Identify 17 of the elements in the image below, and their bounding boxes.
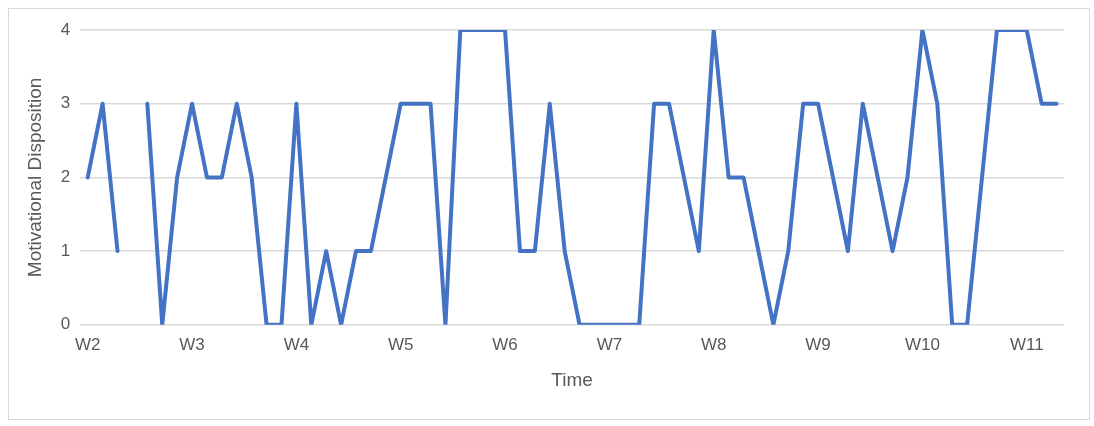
y-axis-title: Motivational Disposition [23,77,45,278]
x-tick-label: W8 [700,334,727,354]
x-tick-label: W5 [387,334,414,354]
x-tick-label: W2 [74,334,101,354]
x-tick-label: W6 [492,334,518,354]
x-tick-label: W11 [1009,334,1044,354]
x-tick-label: W10 [904,334,940,354]
y-tick-label: 0 [60,314,71,334]
x-tick-label: W9 [805,334,831,354]
y-tick-label: 4 [60,19,71,39]
y-tick-label: 1 [60,240,71,260]
y-tick-label: 2 [60,167,71,187]
x-tick-label: W4 [283,334,310,354]
x-tick-label: W7 [596,334,623,354]
x-axis-title: Time [551,368,593,390]
y-tick-label: 3 [60,93,71,113]
x-tick-label: W3 [179,334,205,354]
